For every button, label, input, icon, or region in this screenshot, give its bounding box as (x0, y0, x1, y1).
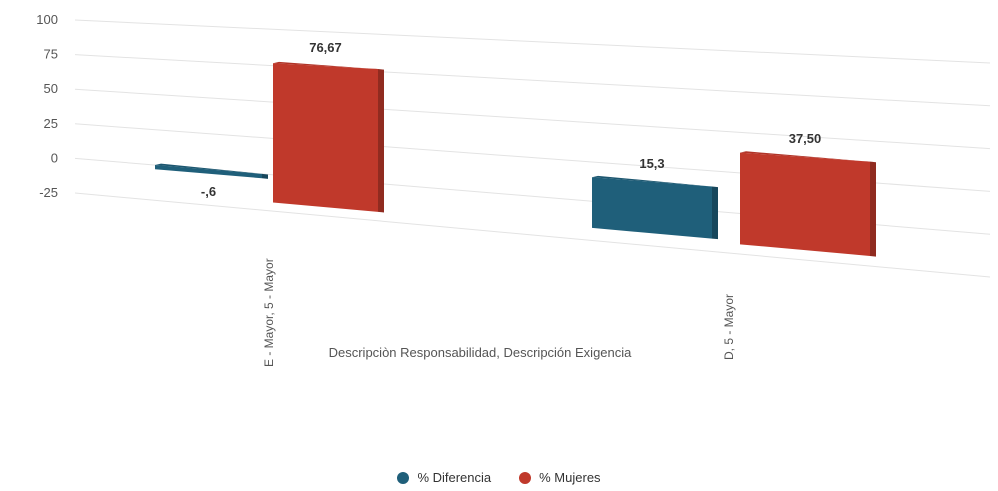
data-label: 76,67 (309, 40, 342, 55)
y-tick-label: 25 (44, 116, 58, 131)
bar-top (155, 163, 268, 175)
legend-swatch-mujeres (519, 471, 532, 484)
legend-label-mujeres: % Mujeres (539, 470, 601, 485)
legend-swatch-diferencia (397, 471, 410, 484)
category-label: E - Mayor, 5 - Mayor (262, 258, 276, 367)
bar-top (592, 175, 718, 188)
y-tick-label: 75 (44, 47, 58, 62)
gridline (74, 88, 991, 150)
bar[interactable] (155, 163, 268, 179)
gridline (74, 192, 991, 278)
x-axis-title: Descripciòn Responsabilidad, Descripción… (329, 345, 633, 360)
bars (155, 61, 876, 257)
legend-label-diferencia: % Diferencia (417, 470, 492, 485)
bar-side (870, 161, 876, 257)
legend-item-diferencia[interactable]: % Diferencia (397, 470, 491, 485)
bar-top (273, 61, 384, 70)
bar[interactable] (592, 175, 718, 240)
bar[interactable] (273, 61, 384, 213)
legend: % Diferencia % Mujeres (0, 470, 998, 485)
bar-side (712, 186, 718, 240)
data-labels: -,6 76,67 15,3 37,50 (201, 40, 821, 199)
bar[interactable] (740, 151, 876, 257)
y-tick-label: 100 (36, 12, 58, 27)
bar-top (740, 151, 876, 163)
bar-front (740, 152, 870, 256)
bar-front (273, 63, 378, 212)
bar-front (155, 165, 262, 179)
y-tick-label: -25 (39, 185, 58, 200)
bar-front (592, 177, 712, 239)
y-tick-label: 0 (51, 150, 58, 165)
legend-item-mujeres[interactable]: % Mujeres (519, 470, 601, 485)
bar-side (262, 173, 268, 179)
bar-side (378, 69, 384, 213)
gridline (74, 19, 991, 64)
y-axis-ticks: 100 75 50 25 0 -25 (36, 12, 58, 200)
data-label: 37,50 (789, 131, 822, 146)
data-label: -,6 (201, 184, 216, 199)
chart-canvas: 100 75 50 25 0 -25 -,6 76,67 15,3 37,50 E - Mayo… (36, 12, 991, 367)
category-label: D, 5 - Mayor (722, 294, 736, 360)
gridline (74, 54, 991, 107)
y-tick-label: 50 (44, 81, 58, 96)
data-label: 15,3 (639, 156, 664, 171)
category-labels: E - Mayor, 5 - Mayor D, 5 - Mayor (262, 258, 736, 367)
